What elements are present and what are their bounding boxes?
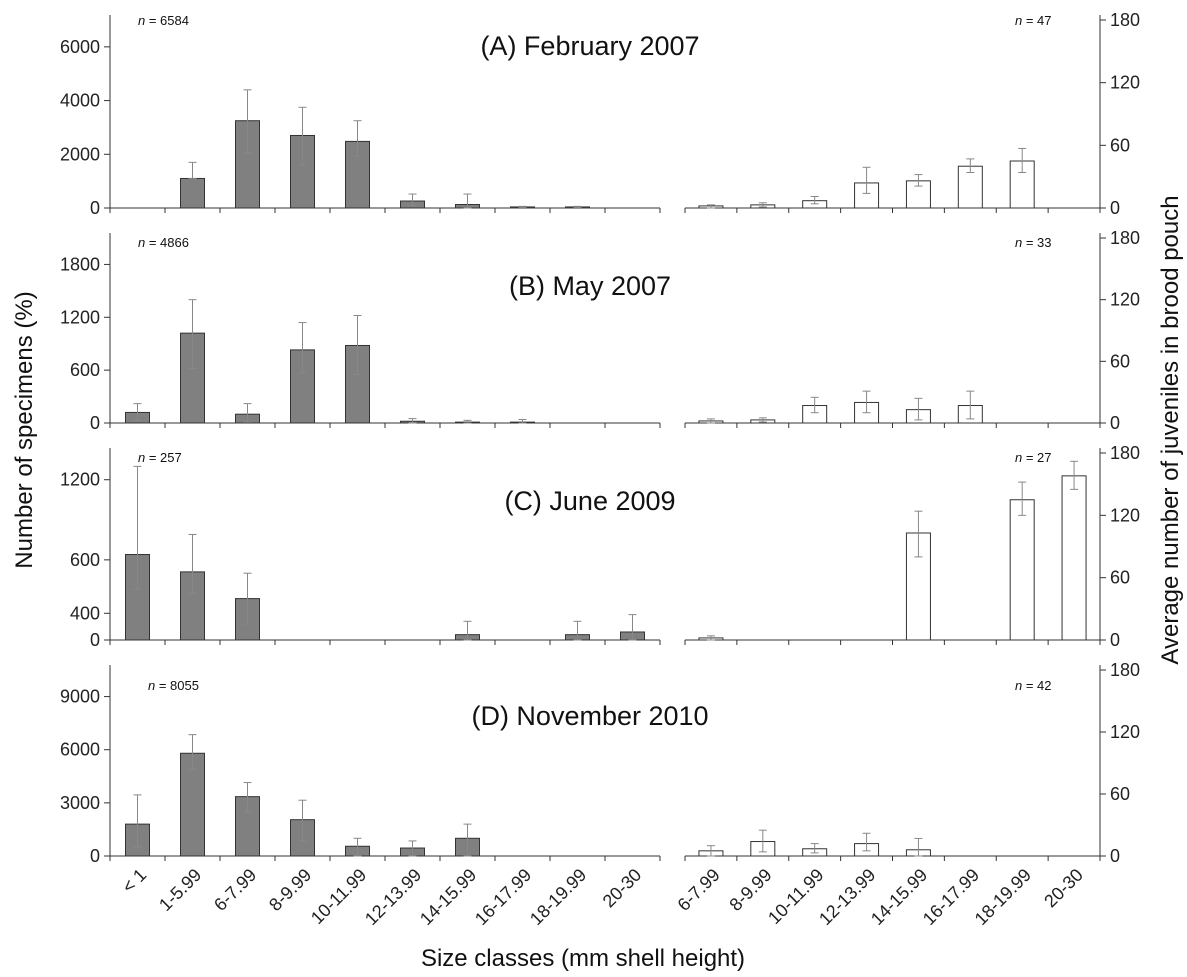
n-label-right: n = 42 (1015, 678, 1052, 693)
n-label-left: n = 4866 (138, 235, 189, 250)
x-tick-label-left: 6-7.99 (210, 865, 260, 915)
left-tick-label: 1200 (60, 470, 100, 490)
left-tick-label: 6000 (60, 740, 100, 760)
bar-left (180, 752, 205, 857)
right-tick-label: 120 (1110, 290, 1140, 310)
x-tick-label-right: 8-9.99 (725, 865, 775, 915)
x-tick-label-left: 16-17.99 (471, 865, 535, 929)
x-tick-label-left: 8-9.99 (265, 865, 315, 915)
panel-d: 0 3000 6000 9000 0 60 120 180 (D) November 2010 n… (60, 660, 1140, 866)
panel-b: 0 600 1200 1800 0 60 120 180 (B) May 2007 n = 486… (60, 228, 1140, 433)
left-tick-label: 6000 (60, 37, 100, 57)
x-tick-label-left: 18-19.99 (526, 865, 590, 929)
panel-title: (D) November 2010 (471, 701, 708, 731)
right-tick-label: 180 (1110, 10, 1140, 30)
x-tick-label-left: 10-11.99 (307, 865, 370, 928)
right-tick-label: 60 (1110, 568, 1130, 588)
right-tick-label: 0 (1110, 630, 1120, 650)
panel-c: 0 400 600 1200 0 60 120 180 (C) June 2009 n = 257… (60, 443, 1140, 650)
panel-title: (C) June 2009 (504, 486, 675, 516)
x-tick-label-right: 6-7.99 (674, 865, 724, 915)
right-tick-label: 60 (1110, 784, 1130, 804)
x-tick-label-left: 20-30 (599, 865, 646, 912)
x-tick-label-left: 12-13.99 (361, 865, 425, 929)
left-tick-label: 0 (90, 846, 100, 866)
panel-title: (A) February 2007 (480, 31, 699, 61)
left-tick-label: 9000 (60, 687, 100, 707)
x-tick-label-right: 12-13.99 (815, 865, 879, 929)
n-label-left: n = 6584 (138, 13, 189, 28)
n-label-right: n = 33 (1015, 235, 1052, 250)
panel-title: (B) May 2007 (509, 271, 671, 301)
bar-right (1061, 475, 1087, 641)
x-axis-label: Size classes (mm shell height) (421, 945, 745, 972)
right-tick-label: 180 (1110, 660, 1140, 680)
left-tick-label: 2000 (60, 144, 100, 164)
left-tick-label: 0 (90, 413, 100, 433)
bar-right (1009, 499, 1035, 641)
x-tick-label-left: 1-5.99 (155, 865, 205, 915)
n-label-left: n = 8055 (148, 678, 199, 693)
right-tick-label: 60 (1110, 351, 1130, 371)
right-tick-label: 0 (1110, 413, 1120, 433)
right-tick-label: 120 (1110, 73, 1140, 93)
x-tick-label-right: 14-15.99 (867, 865, 931, 929)
right-tick-label: 0 (1110, 198, 1120, 218)
right-tick-label: 180 (1110, 443, 1140, 463)
x-tick-label-right: 18-19.99 (971, 865, 1035, 929)
right-tick-label: 0 (1110, 846, 1120, 866)
left-tick-label: 1200 (60, 307, 100, 327)
y-axis-label-right: Average number of juveniles in brood pou… (1157, 195, 1184, 664)
n-label-right: n = 27 (1015, 450, 1052, 465)
right-tick-label: 120 (1110, 722, 1140, 742)
panel-a: 0 2000 4000 6000 0 60 120 180 (A) February 2007 n… (60, 10, 1140, 218)
x-tick-label-left: 14-15.99 (416, 865, 480, 929)
left-tick-label: 1800 (60, 254, 100, 274)
left-tick-label: 0 (90, 198, 100, 218)
y-axis-label-left: Number of specimens (%) (11, 291, 38, 568)
right-tick-label: 180 (1110, 228, 1140, 248)
left-tick-label: 400 (70, 603, 100, 623)
x-tick-label-right: 20-30 (1040, 865, 1087, 912)
right-tick-label: 120 (1110, 505, 1140, 525)
left-tick-label: 600 (70, 550, 100, 570)
left-tick-label: 4000 (60, 91, 100, 111)
left-tick-label: 3000 (60, 793, 100, 813)
left-tick-label: 600 (70, 360, 100, 380)
n-label-right: n = 47 (1015, 13, 1052, 28)
right-tick-label: 60 (1110, 135, 1130, 155)
x-tick-label-left: < 1 (118, 865, 150, 897)
x-tick-label-right: 16-17.99 (919, 865, 983, 929)
left-tick-label: 0 (90, 630, 100, 650)
bar-left (180, 177, 205, 209)
n-label-left: n = 257 (138, 450, 182, 465)
